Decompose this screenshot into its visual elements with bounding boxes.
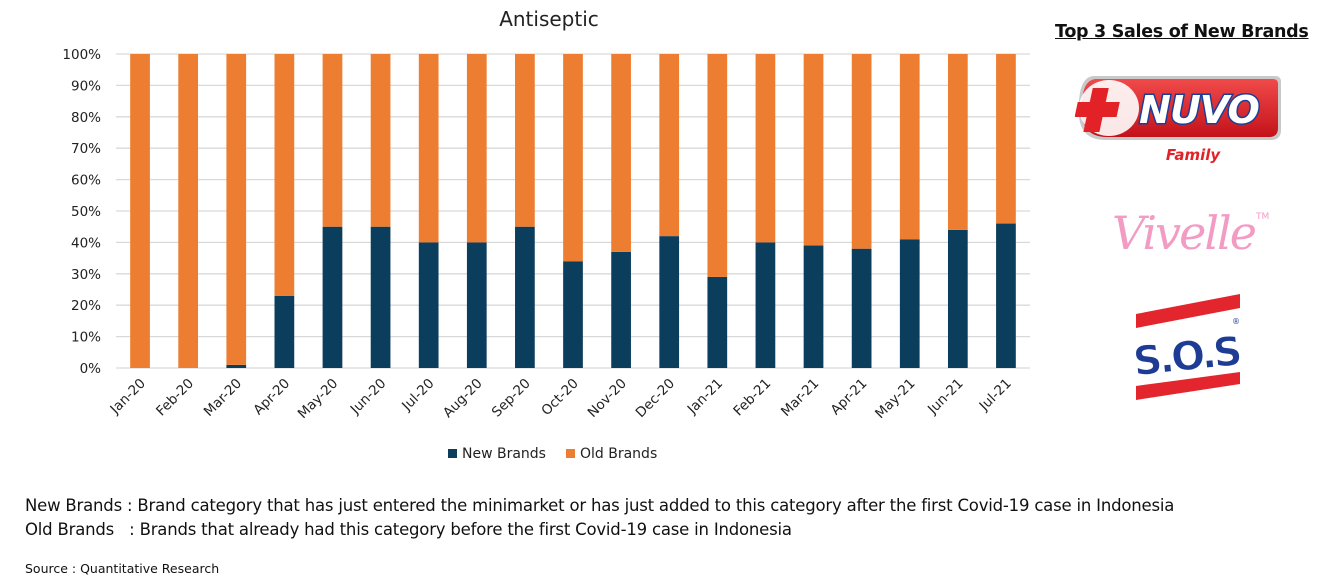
bar-old-brands	[130, 54, 150, 368]
top-brands-title: Top 3 Sales of New Brands	[1055, 22, 1309, 42]
x-tick-label: May-21	[872, 376, 918, 422]
x-axis-ticks: Jan-20 Feb-20 Mar-20 Apr-20 May-20 Jun-20 Jul-…	[107, 376, 1015, 422]
x-tick-label: Apr-21	[828, 376, 871, 419]
x-tick-label: Feb-21	[730, 376, 774, 420]
definition-text: : Brands that already had this category …	[129, 520, 792, 539]
bar-new-brands	[803, 245, 824, 368]
legend: New Brands Old Brands	[448, 446, 657, 462]
cross-icon	[1075, 88, 1120, 132]
registered-symbol: ®	[1232, 317, 1240, 326]
y-tick-label: 90%	[71, 78, 101, 94]
definitions: New Brands : Brand category that has jus…	[25, 494, 1174, 542]
bar-old-brands	[515, 54, 535, 227]
x-tick-label: Mar-20	[201, 376, 245, 420]
bar-new-brands	[563, 261, 583, 368]
bar-new-brands	[515, 226, 535, 368]
vivelle-logo: Vivelle TM	[1112, 206, 1269, 260]
definition-new-brands: New Brands : Brand category that has jus…	[25, 494, 1174, 518]
definition-text: : Brand category that has just entered t…	[127, 496, 1175, 515]
bar-new-brands	[370, 226, 391, 368]
bar-old-brands	[707, 54, 728, 277]
bar-new-brands	[851, 248, 872, 368]
bar-new-brands	[659, 236, 680, 368]
y-tick-label: 0%	[80, 361, 102, 377]
y-tick-label: 10%	[71, 330, 101, 346]
bar-new-brands	[274, 295, 295, 368]
vivelle-wordmark: Vivelle	[1112, 206, 1256, 260]
bar-new-brands	[611, 251, 631, 368]
bar-old-brands	[563, 54, 583, 262]
bar-new-brands	[226, 364, 247, 368]
x-tick-label: Jun-20	[347, 376, 390, 419]
bars	[130, 54, 1016, 368]
legend-swatch	[566, 449, 575, 458]
x-tick-label: Jan-20	[107, 376, 149, 418]
y-tick-label: 20%	[71, 298, 101, 314]
bar-new-brands	[755, 242, 776, 368]
x-tick-label: Jul-20	[398, 376, 437, 415]
y-tick-label: 100%	[62, 47, 101, 63]
bar-old-brands	[947, 54, 968, 230]
x-tick-label: Oct-20	[538, 376, 581, 419]
bar-old-brands	[418, 54, 439, 243]
y-tick-label: 60%	[71, 173, 101, 189]
chart: Antiseptic 0% 10% 20% 30% 40% 50% 60% 70% 80% 90%…	[62, 7, 1030, 462]
legend-label: New Brands	[462, 446, 546, 462]
legend-item: Old Brands	[566, 446, 657, 462]
bar-new-brands	[322, 226, 343, 368]
legend-swatch	[448, 449, 457, 458]
y-tick-label: 30%	[71, 267, 101, 283]
bar-new-brands	[899, 239, 920, 368]
source-note: Source : Quantitative Research	[25, 561, 220, 576]
nuvo-subtitle: Family	[1166, 146, 1222, 164]
bar-new-brands	[466, 242, 487, 368]
bar-new-brands	[707, 276, 728, 368]
x-tick-label: Aug-20	[440, 376, 486, 422]
chart-title: Antiseptic	[499, 7, 599, 31]
bar-old-brands	[803, 54, 824, 246]
bar-new-brands	[947, 229, 968, 368]
bar-old-brands	[322, 54, 343, 227]
x-tick-label: Dec-20	[633, 376, 678, 421]
y-tick-label: 80%	[71, 110, 101, 126]
y-tick-label: 70%	[71, 141, 101, 157]
sos-logo: S.O.S ®	[1131, 294, 1242, 400]
bar-old-brands	[899, 54, 920, 240]
bar-old-brands	[996, 54, 1016, 224]
bar-old-brands	[755, 54, 776, 243]
x-tick-label: Jan-21	[684, 376, 726, 418]
bar-old-brands	[370, 54, 391, 227]
definition-term: Old Brands	[25, 520, 130, 539]
definition-old-brands: Old Brands : Brands that already had thi…	[25, 518, 1174, 542]
bar-old-brands	[178, 54, 199, 368]
bar-old-brands	[226, 54, 247, 365]
bar-old-brands	[466, 54, 487, 243]
bar-old-brands	[274, 54, 295, 296]
bar-old-brands	[851, 54, 872, 249]
x-tick-label: Jul-21	[976, 376, 1015, 415]
x-tick-label: Nov-20	[585, 376, 630, 421]
legend-item: New Brands	[448, 446, 546, 462]
y-tick-label: 50%	[71, 204, 101, 220]
x-tick-label: Apr-20	[250, 376, 293, 419]
x-tick-label: May-20	[295, 376, 341, 422]
nuvo-wordmark: NUVO	[1139, 88, 1259, 132]
bar-old-brands	[611, 54, 631, 252]
y-axis-ticks: 0% 10% 20% 30% 40% 50% 60% 70% 80% 90% 100%	[62, 47, 101, 377]
y-tick-label: 40%	[71, 235, 101, 251]
bar-new-brands	[996, 223, 1016, 368]
trademark-symbol: TM	[1255, 212, 1269, 222]
x-tick-label: Feb-20	[153, 376, 197, 420]
bar-new-brands	[418, 242, 439, 368]
x-tick-label: Sep-20	[489, 376, 534, 421]
bar-old-brands	[659, 54, 680, 237]
definition-term: New Brands	[25, 496, 128, 515]
legend-label: Old Brands	[580, 446, 657, 462]
nuvo-logo: NUVO Family	[1075, 76, 1281, 164]
x-tick-label: Jun-21	[924, 376, 967, 419]
x-tick-label: Mar-21	[778, 376, 822, 420]
